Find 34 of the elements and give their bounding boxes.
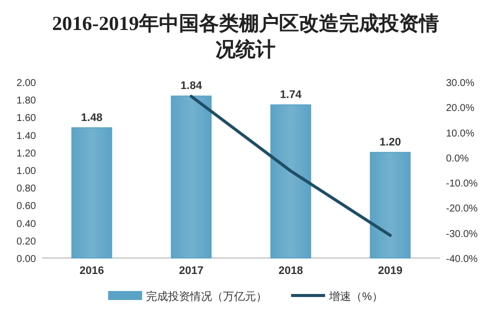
y-tick-label: 0.00 bbox=[16, 254, 36, 265]
x-tick-label: 2017 bbox=[179, 265, 204, 277]
y2-tick-label: -30.0% bbox=[446, 228, 478, 240]
x-tick-label: 2019 bbox=[378, 265, 402, 277]
y2-tick-label: -40.0% bbox=[446, 254, 478, 265]
y2-tick-label: 30.0% bbox=[446, 78, 474, 89]
bar bbox=[270, 104, 312, 258]
y2-tick-label: -20.0% bbox=[446, 204, 478, 215]
y-tick-label: 0.20 bbox=[16, 236, 36, 248]
y-tick-label: 1.80 bbox=[16, 96, 36, 107]
y-tick-label: 1.60 bbox=[16, 113, 36, 124]
y-tick-label: 0.60 bbox=[16, 201, 36, 212]
bar bbox=[71, 127, 112, 258]
legend-label: 增速（%） bbox=[328, 290, 383, 303]
data-label: 1.74 bbox=[280, 88, 302, 101]
bar bbox=[370, 152, 411, 258]
chart-title: 2016-2019年中国各类棚户区改造完成投资情况统计 bbox=[52, 12, 439, 61]
y-tick-label: 1.20 bbox=[16, 148, 36, 160]
data-label: 1.20 bbox=[380, 136, 401, 148]
bar bbox=[170, 96, 212, 258]
x-tick-label: 2016 bbox=[80, 265, 104, 277]
legend-label: 完成投资情况（万亿元） bbox=[146, 290, 268, 303]
y-tick-label: 1.00 bbox=[16, 166, 36, 177]
y-tick-label: 0.80 bbox=[16, 184, 36, 195]
x-tick-label: 2018 bbox=[278, 265, 303, 277]
y-tick-label: 0.40 bbox=[16, 218, 36, 230]
data-label: 1.48 bbox=[81, 112, 102, 124]
y-tick-label: 1.40 bbox=[16, 130, 36, 142]
y2-tick-label: 10.0% bbox=[446, 128, 474, 140]
y2-tick-label: 0.0% bbox=[446, 153, 469, 164]
y2-tick-label: 20.0% bbox=[446, 103, 474, 114]
y2-tick-label: -10.0% bbox=[446, 178, 478, 190]
y-tick-label: 2.00 bbox=[16, 78, 36, 89]
data-label: 1.84 bbox=[180, 80, 203, 92]
